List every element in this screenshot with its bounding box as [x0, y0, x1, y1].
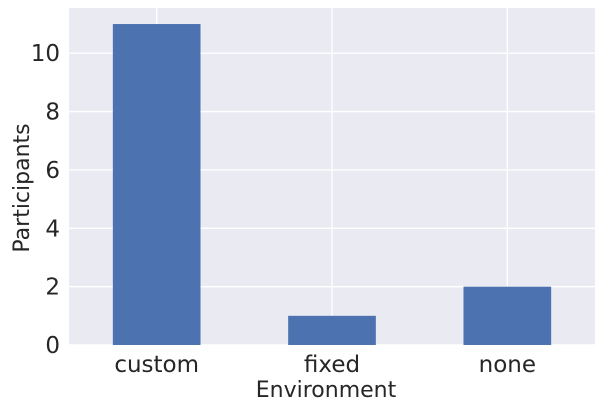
bar-none	[463, 286, 552, 345]
x-tick-label: none	[479, 352, 536, 378]
bar-fixed	[288, 315, 376, 345]
x-tick-label: custom	[114, 352, 199, 378]
y-axis-ticks: 0 2 4 6 8 10	[31, 41, 60, 359]
x-axis-ticks: custom fixed none	[114, 352, 536, 378]
y-tick-label: 8	[45, 100, 60, 126]
y-tick-label: 4	[45, 216, 60, 242]
y-tick-label: 0	[45, 333, 60, 359]
bars	[112, 24, 552, 346]
y-axis-title: Participants	[10, 123, 35, 252]
x-tick-label: fixed	[304, 352, 360, 378]
x-axis-title: Environment	[256, 378, 397, 400]
y-tick-label: 6	[45, 158, 60, 184]
bar-custom	[112, 24, 201, 346]
y-tick-label: 2	[45, 275, 60, 301]
y-tick-label: 10	[31, 41, 60, 67]
